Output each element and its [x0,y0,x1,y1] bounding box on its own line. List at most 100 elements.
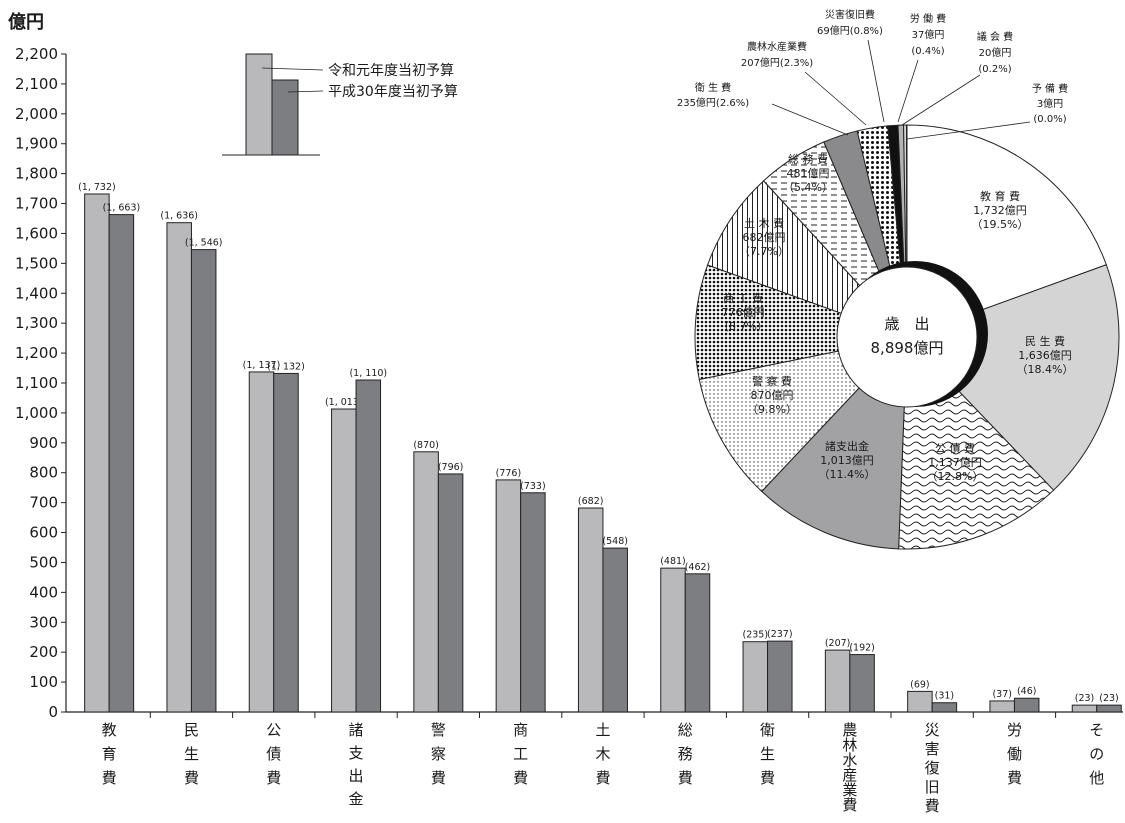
pie-callout-text: 20億円 [979,46,1012,59]
legend-label-h30: 平成30年度当初予算 [328,83,458,100]
x-category-char: 費 [595,769,610,787]
pie-center-title: 歳 出 [884,315,929,333]
bar-r1 [824,649,851,713]
y-tick-label: 800 [29,464,58,482]
bar-value-label: (1, 013) [325,397,363,408]
y-tick-label: 1,100 [15,374,58,392]
bar-value-label: (23) [1075,693,1095,704]
bar-value-label: (733) [520,481,546,492]
x-category-char: 土 [595,721,610,739]
bar-value-label: (31) [935,691,955,702]
bar-value-label: (192) [849,643,875,654]
bar-r1 [660,567,686,713]
pie-label-name: 土 木 費 [744,216,784,230]
pie-slice [694,264,909,381]
x-category-char: 働 [1007,745,1022,763]
y-tick-label: 1,600 [15,224,58,242]
y-tick-label: 400 [29,583,58,601]
legend-label-r1: 令和元年度当初予算 [328,62,454,79]
x-category-char: 務 [678,745,693,763]
pie-leader-line [867,39,885,123]
x-category-char: 費 [102,769,117,787]
y-tick-label: 900 [29,434,58,452]
x-category-char: 災 [925,721,940,739]
bar-h30 [849,654,875,713]
bar-r1 [1071,704,1098,713]
bar-value-label: (1, 663) [103,203,141,214]
y-tick-label: 500 [29,553,58,571]
x-category-char: 債 [266,745,281,763]
x-category-char: 金 [349,790,364,808]
x-category-char: 生 [760,745,775,763]
pie-label-amount: 1,013億円 [820,454,874,467]
bar-r1 [742,641,769,713]
x-category-char: 復 [925,759,940,777]
y-tick-label: 100 [29,673,58,691]
bar-r1 [166,222,192,713]
pie-label-name: 民 生 費 [1025,334,1065,348]
bar-h30 [190,249,217,713]
y-tick-label: 1,700 [15,195,58,213]
bar-r1 [331,408,357,713]
legend-swatch-h30 [271,79,299,156]
pie-label-amount: 1,732億円 [973,204,1027,217]
legend-leader [261,67,324,71]
y-tick-label: 1,200 [15,344,58,362]
pie-callout: 労 働 費 37億円 (0.4%) [897,12,946,123]
bar-r1 [248,371,275,713]
x-category-char: 費 [1007,769,1022,787]
pie-leader-line [901,74,981,126]
bar-h30 [273,372,299,713]
pie-callout-text: 3億円 [1037,97,1063,110]
pie-label-name: 警 察 費 [752,374,792,388]
x-category-char: 教 [102,721,117,739]
bar-value-label: (1, 546) [185,238,223,249]
bar-h30 [684,573,711,713]
y-tick-label: 1,900 [15,135,58,153]
y-tick-label: 1,500 [15,254,58,272]
pie-callout-text: 235億円(2.6%) [677,96,749,109]
bar-r1 [84,193,110,713]
bar-value-label: (237) [767,629,793,640]
pie-label: 教 育 費1,732億円（19.5%） [972,189,1029,231]
bar-h30 [1096,704,1122,713]
y-tick-label: 600 [29,524,58,542]
x-category-char: 害 [925,740,940,758]
y-tick-label: 2,100 [15,75,58,93]
bar-chart: 0 100 200 300 400 500 600 700 800 900 1,000 1,100 1,… [15,45,1123,815]
x-category-char: 費 [184,769,199,787]
pie-callout: 衛 生 費 235億円(2.6%) [677,81,849,136]
x-category-char: 費 [513,769,528,787]
pie-callout: 議 会 費 20億円 (0.2%) [901,30,1013,126]
pie-label-amount: 870億円 [751,389,794,402]
pie-label-percent: （19.5%） [972,218,1029,231]
pie-label-percent: （9.8%） [747,403,797,416]
pie-callout-text: 衛 生 費 [695,81,731,94]
bar-h30 [355,379,382,713]
y-tick-label: 0 [48,703,58,721]
y-tick-label: 1,000 [15,404,58,422]
bar-h30 [1013,697,1040,713]
x-category-char: 商 [513,721,528,739]
pie-callout-text: 農林水産業費 [747,40,807,53]
x-category-char: 産 [842,766,857,784]
pie-callout-text: 37億円 [912,28,945,41]
bar-value-label: (207) [825,638,851,649]
bar-value-label: (796) [438,462,464,473]
y-tick-label: 1,800 [15,165,58,183]
bar-r1 [577,507,604,713]
bar-value-label: (69) [910,679,930,690]
x-category-char: 諸 [349,721,364,739]
x-category-char: 公 [266,721,281,739]
pie-label-percent: （7.7%） [739,245,789,258]
x-category-char: 他 [1089,769,1104,787]
x-category-char: 旧 [925,778,940,796]
pie-leader-line [804,71,867,126]
pie-callout-text: 69億円(0.8%) [817,24,883,37]
pie-label: 民 生 費1,636億円（18.4%） [1017,334,1074,376]
y-tick-label: 300 [29,613,58,631]
